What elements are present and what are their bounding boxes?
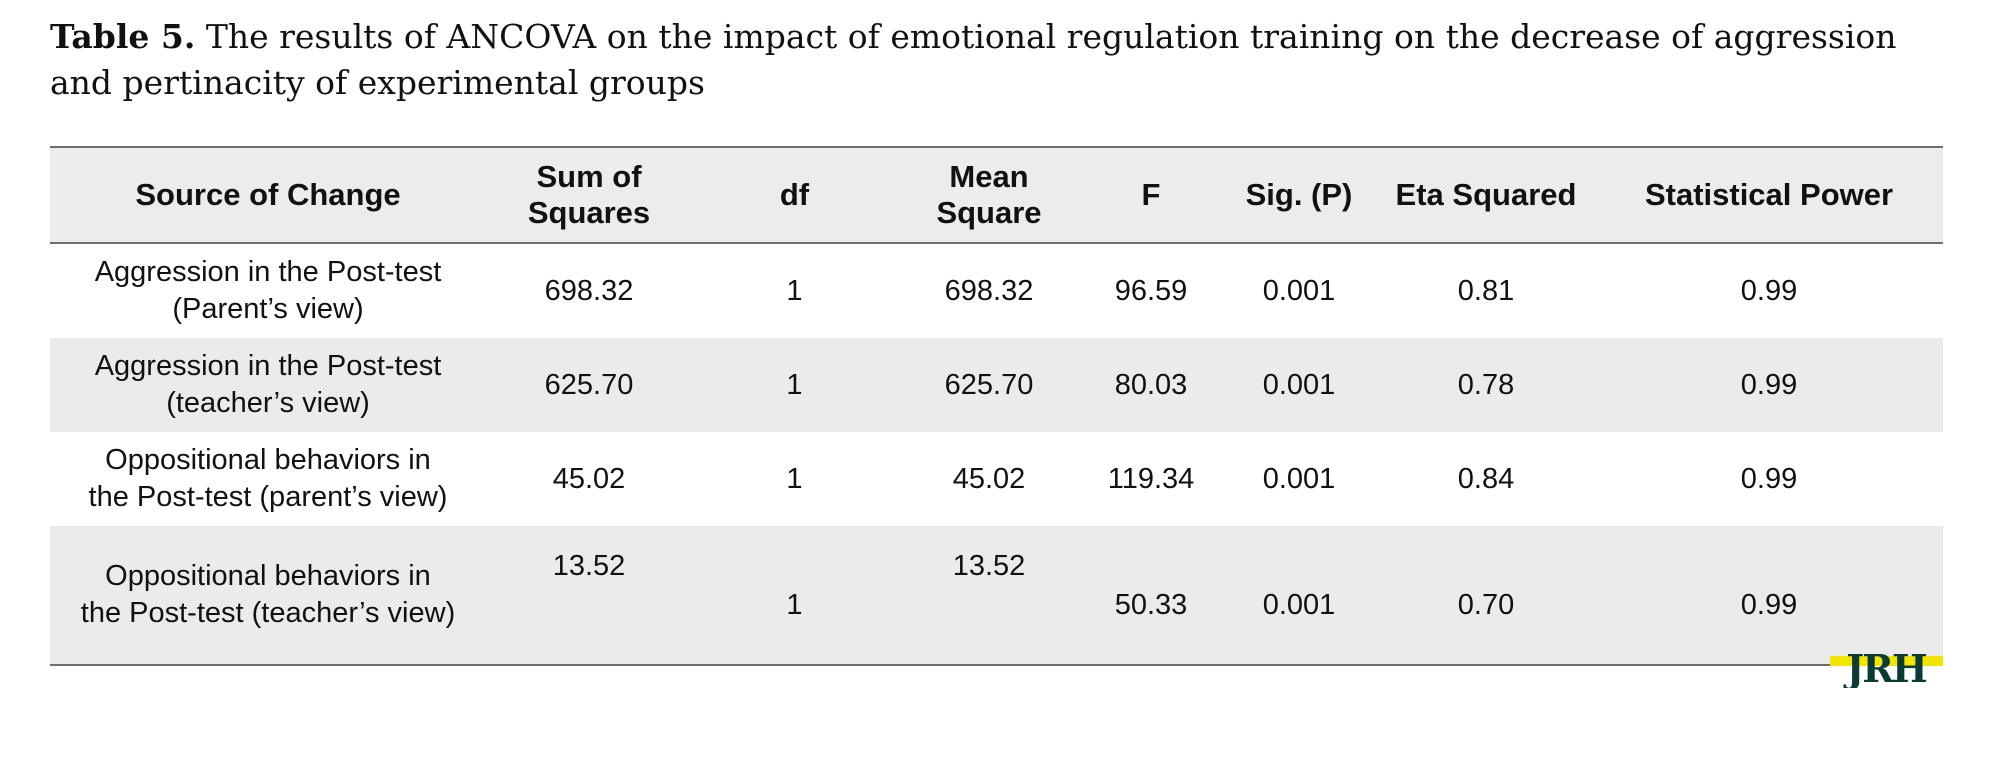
cell-source: Oppositional behaviors in the Post-test … bbox=[50, 432, 486, 526]
cell-source: Aggression in the Post-test (teacher’s v… bbox=[50, 338, 486, 432]
cell-sum-of-squares: 45.02 bbox=[552, 462, 626, 495]
cell-eta-squared: 0.70 bbox=[1457, 588, 1515, 621]
ancova-table-container: Source of Change Sum of Squares df Mean … bbox=[50, 146, 1943, 666]
source-line-2: the Post-test (teacher’s view) bbox=[80, 597, 456, 629]
table-header: Source of Change Sum of Squares df Mean … bbox=[50, 147, 1943, 243]
header-df: df bbox=[779, 177, 810, 212]
cell-statistical-power: 0.99 bbox=[1740, 462, 1798, 495]
table-caption: Table 5. The results of ANCOVA on the im… bbox=[50, 14, 1950, 106]
cell-source: Oppositional behaviors in the Post-test … bbox=[50, 526, 486, 665]
cell-df: 1 bbox=[786, 368, 803, 401]
cell-sum-of-squares: 698.32 bbox=[544, 274, 634, 307]
table-caption-label: Table 5. bbox=[50, 17, 196, 56]
cell-f: 96.59 bbox=[1114, 274, 1188, 307]
table-body: Aggression in the Post-test (Parent’s vi… bbox=[50, 243, 1943, 665]
logo-accent-band bbox=[1830, 656, 1943, 666]
ancova-results-table: Source of Change Sum of Squares df Mean … bbox=[50, 146, 1943, 666]
source-line-2: (Parent’s view) bbox=[172, 293, 364, 325]
cell-mean-square: 698.32 bbox=[944, 274, 1034, 307]
cell-mean-square: 13.52 bbox=[952, 550, 1026, 582]
cell-df: 1 bbox=[786, 274, 803, 307]
header-sum-of-squares: Sum of Squares bbox=[527, 159, 651, 230]
source-line-1: Aggression in the Post-test bbox=[94, 350, 442, 382]
cell-eta-squared: 0.78 bbox=[1457, 368, 1515, 401]
cell-eta-squared: 0.81 bbox=[1457, 274, 1515, 307]
cell-mean-square: 45.02 bbox=[952, 462, 1026, 495]
header-statistical-power: Statistical Power bbox=[1644, 177, 1894, 212]
header-f: F bbox=[1141, 177, 1161, 212]
cell-sum-of-squares: 625.70 bbox=[544, 368, 634, 401]
header-mean-square: Mean Square bbox=[936, 159, 1042, 230]
jrh-logo: JRH bbox=[1830, 648, 1943, 688]
cell-sig: 0.001 bbox=[1262, 274, 1336, 307]
cell-eta-squared: 0.84 bbox=[1457, 462, 1515, 495]
cell-statistical-power: 0.99 bbox=[1740, 588, 1798, 621]
cell-mean-square: 625.70 bbox=[944, 368, 1034, 401]
cell-sig: 0.001 bbox=[1262, 368, 1336, 401]
cell-df: 1 bbox=[786, 462, 803, 495]
cell-sig: 0.001 bbox=[1262, 588, 1336, 621]
logo-text: JRH bbox=[1843, 648, 1927, 688]
table-row: Aggression in the Post-test (teacher’s v… bbox=[50, 338, 1943, 432]
cell-f: 80.03 bbox=[1114, 368, 1188, 401]
source-line-1: Oppositional behaviors in bbox=[105, 444, 431, 476]
source-line-2: (teacher’s view) bbox=[166, 387, 370, 419]
table-caption-text: The results of ANCOVA on the impact of e… bbox=[50, 17, 1897, 102]
cell-sum-of-squares: 13.52 bbox=[552, 550, 626, 582]
header-sig: Sig. (P) bbox=[1245, 177, 1353, 212]
cell-f: 50.33 bbox=[1114, 588, 1188, 621]
cell-source: Aggression in the Post-test (Parent’s vi… bbox=[50, 243, 486, 338]
source-line-1: Aggression in the Post-test bbox=[94, 256, 442, 288]
table-row: Oppositional behaviors in the Post-test … bbox=[50, 432, 1943, 526]
cell-f: 119.34 bbox=[1107, 462, 1195, 495]
header-row: Source of Change Sum of Squares df Mean … bbox=[50, 147, 1943, 243]
table-row: Aggression in the Post-test (Parent’s vi… bbox=[50, 243, 1943, 338]
cell-sig: 0.001 bbox=[1262, 462, 1336, 495]
source-line-2: the Post-test (parent’s view) bbox=[88, 481, 448, 513]
header-source-of-change: Source of Change bbox=[135, 177, 401, 212]
cell-statistical-power: 0.99 bbox=[1740, 274, 1798, 307]
table-row: Oppositional behaviors in the Post-test … bbox=[50, 526, 1943, 665]
cell-df: 1 bbox=[786, 588, 803, 621]
header-eta-squared: Eta Squared bbox=[1395, 177, 1577, 212]
source-line-1: Oppositional behaviors in bbox=[105, 560, 431, 592]
cell-statistical-power: 0.99 bbox=[1740, 368, 1798, 401]
